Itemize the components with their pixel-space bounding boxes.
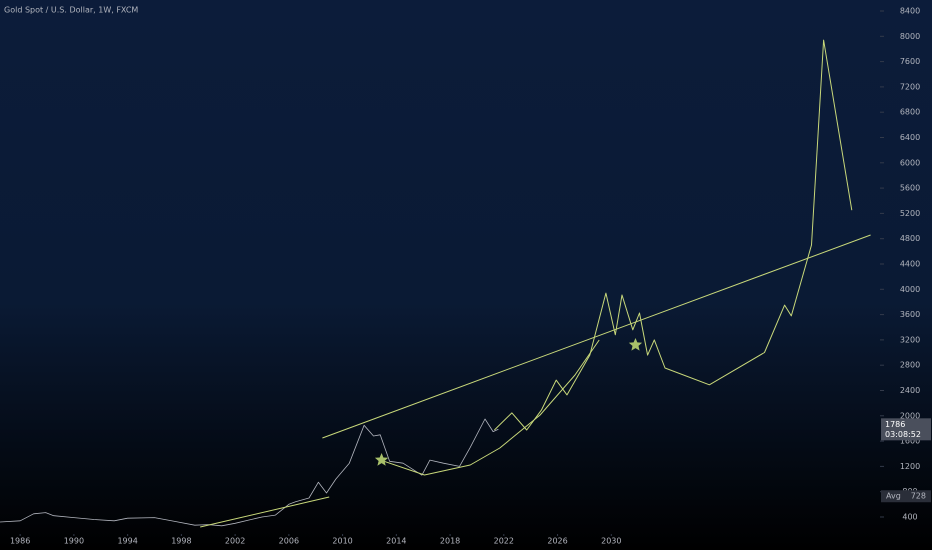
- x-tick-label: 1994: [117, 537, 137, 546]
- y-tick-label: 2400: [900, 386, 920, 395]
- y-tick-label: 2000: [900, 411, 920, 420]
- x-tick-label: 2014: [386, 537, 406, 546]
- avg-value: 728: [911, 492, 926, 501]
- x-tick-label: 2018: [440, 537, 460, 546]
- avg-label: Avg: [886, 492, 901, 501]
- x-tick-label: 1986: [10, 537, 30, 546]
- y-tick-label: 5600: [900, 184, 920, 193]
- y-tick-label: 6800: [900, 108, 920, 117]
- y-tick-label: 8400: [900, 7, 920, 16]
- x-tick-label: 2022: [494, 537, 514, 546]
- x-tick-label: 2026: [547, 537, 567, 546]
- y-tick-label: 1200: [900, 462, 920, 471]
- y-tick-label: 4000: [900, 285, 920, 294]
- y-tick-label: 1600: [900, 437, 920, 446]
- x-tick-label: 2002: [225, 537, 245, 546]
- y-tick-label: 5200: [900, 209, 920, 218]
- y-tick-label: 6000: [900, 158, 920, 167]
- x-tick-label: 1998: [171, 537, 191, 546]
- y-tick-label: 400: [902, 512, 917, 521]
- series-line: [322, 234, 871, 439]
- series-line: [0, 418, 499, 527]
- y-tick-label: 2800: [900, 361, 920, 370]
- series-line: [380, 339, 600, 476]
- star-marker: [628, 338, 643, 351]
- avg-tag: [881, 490, 931, 503]
- chart-title: Gold Spot / U.S. Dollar, 1W, FXCM: [4, 6, 138, 15]
- x-tick-label: 2030: [601, 537, 621, 546]
- y-tick-label: 3600: [900, 310, 920, 319]
- series-line: [200, 496, 330, 528]
- y-tick-label: 6400: [900, 133, 920, 142]
- price-label: 1786: [885, 420, 905, 429]
- x-tick-label: 2010: [332, 537, 352, 546]
- y-tick-label: 7200: [900, 82, 920, 91]
- x-tick-label: 2006: [279, 537, 299, 546]
- y-tick-label: 3200: [900, 335, 920, 344]
- y-tick-label: 8000: [900, 32, 920, 41]
- star-marker: [374, 453, 389, 466]
- x-tick-label: 1990: [64, 537, 84, 546]
- countdown-label: 03:08:52: [885, 430, 921, 439]
- y-tick-label: 7600: [900, 57, 920, 66]
- y-tick-label: 4400: [900, 259, 920, 268]
- price-tag: [881, 418, 931, 441]
- y-tick-label: 4800: [900, 234, 920, 243]
